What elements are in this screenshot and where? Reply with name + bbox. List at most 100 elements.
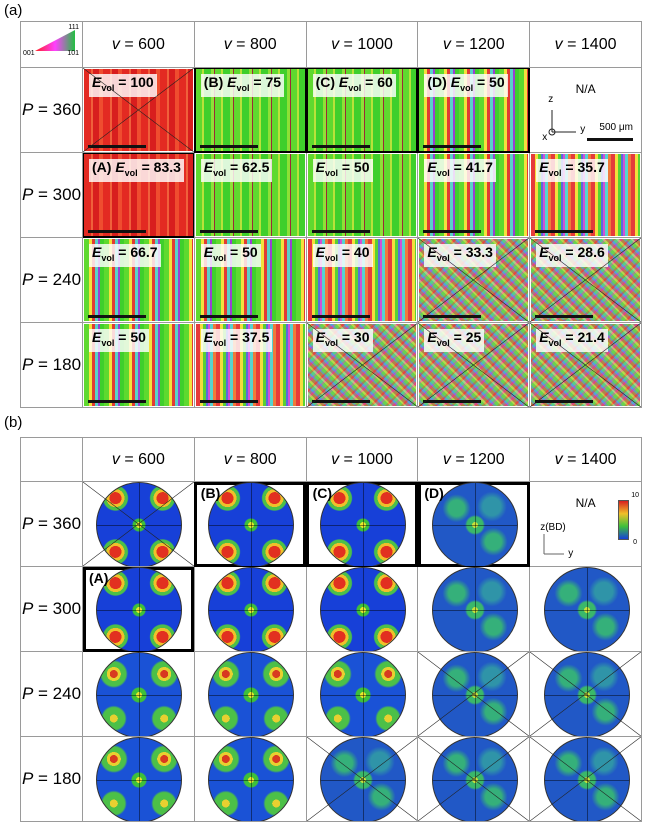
pole-figure-cell	[193, 651, 307, 737]
ebsd-map-cell: (C) Evol = 60	[305, 67, 419, 153]
corner-cell: 111 001 101	[20, 21, 83, 68]
scale-bar-label: 500 μm	[599, 122, 633, 133]
evol-subscript: vol	[324, 167, 338, 178]
evol-subscript: vol	[324, 252, 338, 263]
row-header: P = 300	[20, 152, 83, 238]
evol-value: 35.7	[577, 159, 605, 175]
ebsd-map-grid: 111 001 101 v = 600 v = 800 v = 1000 v = 1200 v…	[20, 21, 642, 408]
ebsd-map-cell: (A) Evol = 83.3	[82, 152, 195, 238]
evol-label: Evol = 50	[312, 159, 373, 182]
row-header-value: = 180	[33, 355, 82, 374]
row-header: P = 360	[20, 67, 83, 153]
evol-value: 50	[353, 159, 370, 175]
ebsd-map-cell: Evol = 25	[417, 322, 531, 408]
evol-label: (C) Evol = 60	[312, 74, 396, 97]
ipf-key-001: 001	[23, 50, 35, 57]
evol-symbol: E	[92, 244, 102, 260]
evol-subscript: vol	[213, 252, 227, 263]
evol-value: 60	[377, 74, 393, 90]
evol-value: 37.5	[242, 329, 270, 345]
ebsd-map-cell: Evol = 50	[193, 237, 307, 323]
column-header-value: = 600	[119, 450, 165, 468]
evol-subscript: vol	[213, 167, 227, 178]
ebsd-map-cell: Evol = 28.6	[529, 237, 642, 323]
pole-figure	[431, 482, 518, 566]
sample-tag: (B)	[200, 485, 221, 501]
column-header-value: = 1000	[339, 35, 393, 53]
evol-label: Evol = 35.7	[536, 159, 608, 182]
na-label: N/A	[575, 496, 596, 510]
evol-label: (A) Evol = 83.3	[89, 159, 184, 182]
pole-figure	[319, 652, 406, 736]
ebsd-map-cell: Evol = 50	[82, 322, 195, 408]
evol-value: 41.7	[465, 159, 493, 175]
scale-bar	[311, 230, 370, 233]
evol-subscript: vol	[548, 337, 562, 348]
evol-label: (D) Evol = 50	[424, 74, 508, 97]
pole-figure-cell	[82, 481, 195, 567]
evol-symbol: E	[315, 244, 325, 260]
row-header-value: = 240	[33, 270, 82, 289]
evol-label: Evol = 30	[312, 329, 373, 352]
pole-figure-cell	[417, 651, 531, 737]
evol-symbol: E	[227, 74, 237, 90]
ebsd-map-cell: Evol = 40	[305, 237, 419, 323]
row-header-value: = 360	[33, 100, 82, 119]
evol-label: Evol = 37.5	[200, 329, 273, 352]
ebsd-map-cell: (D) Evol = 50	[417, 67, 531, 153]
scale-bar	[311, 400, 370, 403]
column-header: v = 1000	[305, 21, 419, 68]
pole-figure	[543, 567, 630, 651]
evol-value: 33.3	[465, 244, 493, 260]
axis-triad-icon	[543, 534, 565, 555]
scale-bar	[423, 230, 482, 233]
colorbar-min: 0	[633, 539, 637, 546]
column-header-value: = 800	[231, 450, 277, 468]
sample-tag: (C)	[312, 485, 333, 501]
ebsd-map-cell: Evol = 66.7	[82, 237, 195, 323]
ipf-key-111: 111	[68, 24, 79, 31]
axis-z-label: z	[548, 94, 554, 105]
panel-b-label: (b)	[4, 414, 23, 431]
pole-figure-grid: v = 600 v = 800 v = 1000 v = 1200 v = 1400 P …	[20, 437, 642, 822]
pole-figure-cell	[82, 736, 195, 822]
scale-bar	[199, 230, 258, 233]
evol-subscript: vol	[324, 337, 338, 348]
evol-subscript: vol	[548, 167, 562, 178]
pole-figure-cell: N/A z(BD) y 10 0	[529, 481, 642, 567]
column-header: v = 1400	[529, 437, 642, 482]
pole-figure-cell	[417, 566, 531, 652]
pole-figure-cell	[193, 736, 307, 822]
scale-bar	[88, 400, 146, 403]
pole-figure-cell: (B)	[193, 481, 307, 567]
scale-bar	[199, 315, 258, 318]
evol-label: Evol = 40	[312, 244, 373, 267]
column-header: v = 600	[82, 21, 195, 68]
pole-figure	[431, 652, 518, 736]
pole-figure	[543, 652, 630, 736]
column-header: v = 1000	[305, 437, 419, 482]
evol-label: Evol = 41.7	[424, 159, 496, 182]
axis-y-label: y	[568, 548, 574, 559]
ebsd-map-cell: Evol = 30	[305, 322, 419, 408]
panel-a-label: (a)	[4, 2, 23, 19]
evol-symbol: E	[539, 244, 549, 260]
column-header-value: = 800	[231, 35, 277, 53]
sample-tag: (A)	[89, 570, 109, 586]
ipf-color-key: 111 001 101	[23, 24, 82, 58]
row-header: P = 180	[20, 322, 83, 408]
axis-x-label: x	[542, 132, 548, 143]
column-header-value: = 600	[119, 35, 165, 53]
evol-value: 21.4	[577, 329, 605, 345]
evol-subscript: vol	[548, 252, 562, 263]
pole-figure	[319, 567, 406, 651]
pole-figure	[208, 652, 295, 736]
row-header-value: = 240	[33, 684, 82, 703]
evol-subscript: vol	[460, 82, 474, 93]
column-header: v = 800	[193, 437, 307, 482]
pole-figure-cell	[529, 566, 642, 652]
evol-subscript: vol	[348, 82, 362, 93]
pole-figure-cell	[305, 566, 419, 652]
evol-symbol: E	[338, 74, 349, 90]
ebsd-map-cell: Evol = 33.3	[417, 237, 531, 323]
